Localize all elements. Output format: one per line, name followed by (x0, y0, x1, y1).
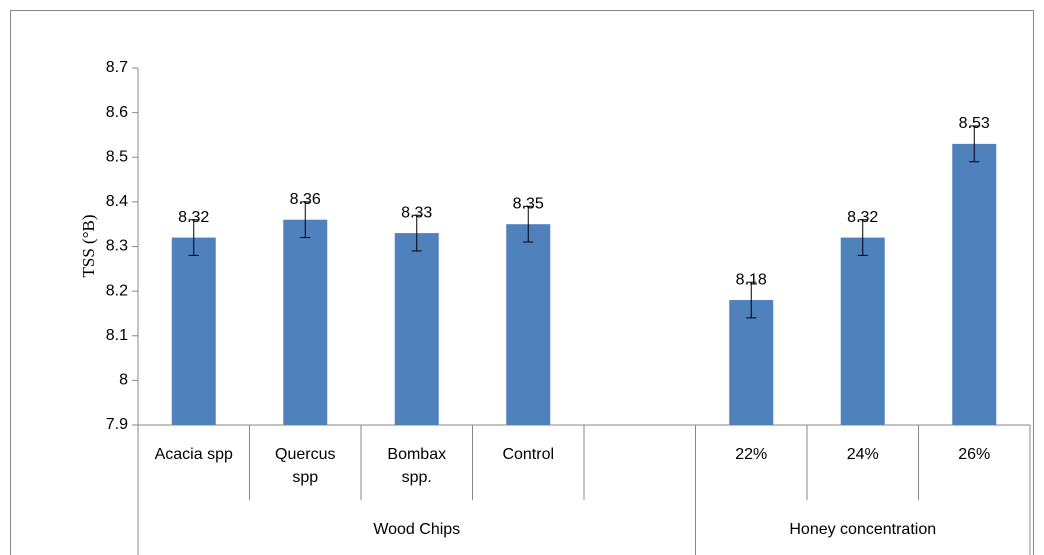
y-tick-label: 8.5 (106, 148, 128, 165)
bar (171, 237, 216, 425)
value-label: 8.18 (736, 271, 767, 288)
x-tick-label: Quercus spp (275, 446, 336, 486)
bar (506, 224, 551, 425)
bar (283, 219, 328, 425)
value-label: 8.33 (401, 204, 432, 221)
y-tick-label: 8 (119, 372, 128, 389)
value-label: 8.35 (513, 195, 544, 212)
value-label: 8.36 (290, 191, 321, 208)
chart-frame (10, 10, 1034, 555)
bar (394, 233, 439, 425)
y-tick-label: 8.4 (106, 193, 128, 210)
x-tick-label: Acacia spp (154, 446, 233, 463)
value-label: 8.53 (959, 115, 990, 132)
y-tick-label: 8.1 (106, 327, 128, 344)
bar (840, 237, 885, 425)
x-tick-label: 26% (958, 446, 991, 463)
group-label: Honey concentration (789, 521, 937, 538)
y-tick-label: 7.9 (106, 416, 128, 433)
bar (952, 143, 997, 426)
value-label: 8.32 (847, 209, 878, 226)
y-tick-label: 8.6 (106, 104, 128, 121)
y-tick-label: 8.3 (106, 238, 128, 255)
y-tick-label: 8.7 (106, 59, 128, 76)
x-tick-label: 22% (735, 446, 768, 463)
group-label: Wood Chips (373, 521, 461, 538)
x-tick-label: 24% (846, 446, 879, 463)
y-tick-label: 8.2 (106, 282, 128, 299)
x-tick-label: Control (502, 446, 555, 463)
bar (729, 300, 774, 425)
y-axis-label: TSS (°B) (79, 214, 98, 277)
value-label: 8.32 (178, 209, 209, 226)
x-tick-label: Bombax spp. (387, 446, 447, 486)
